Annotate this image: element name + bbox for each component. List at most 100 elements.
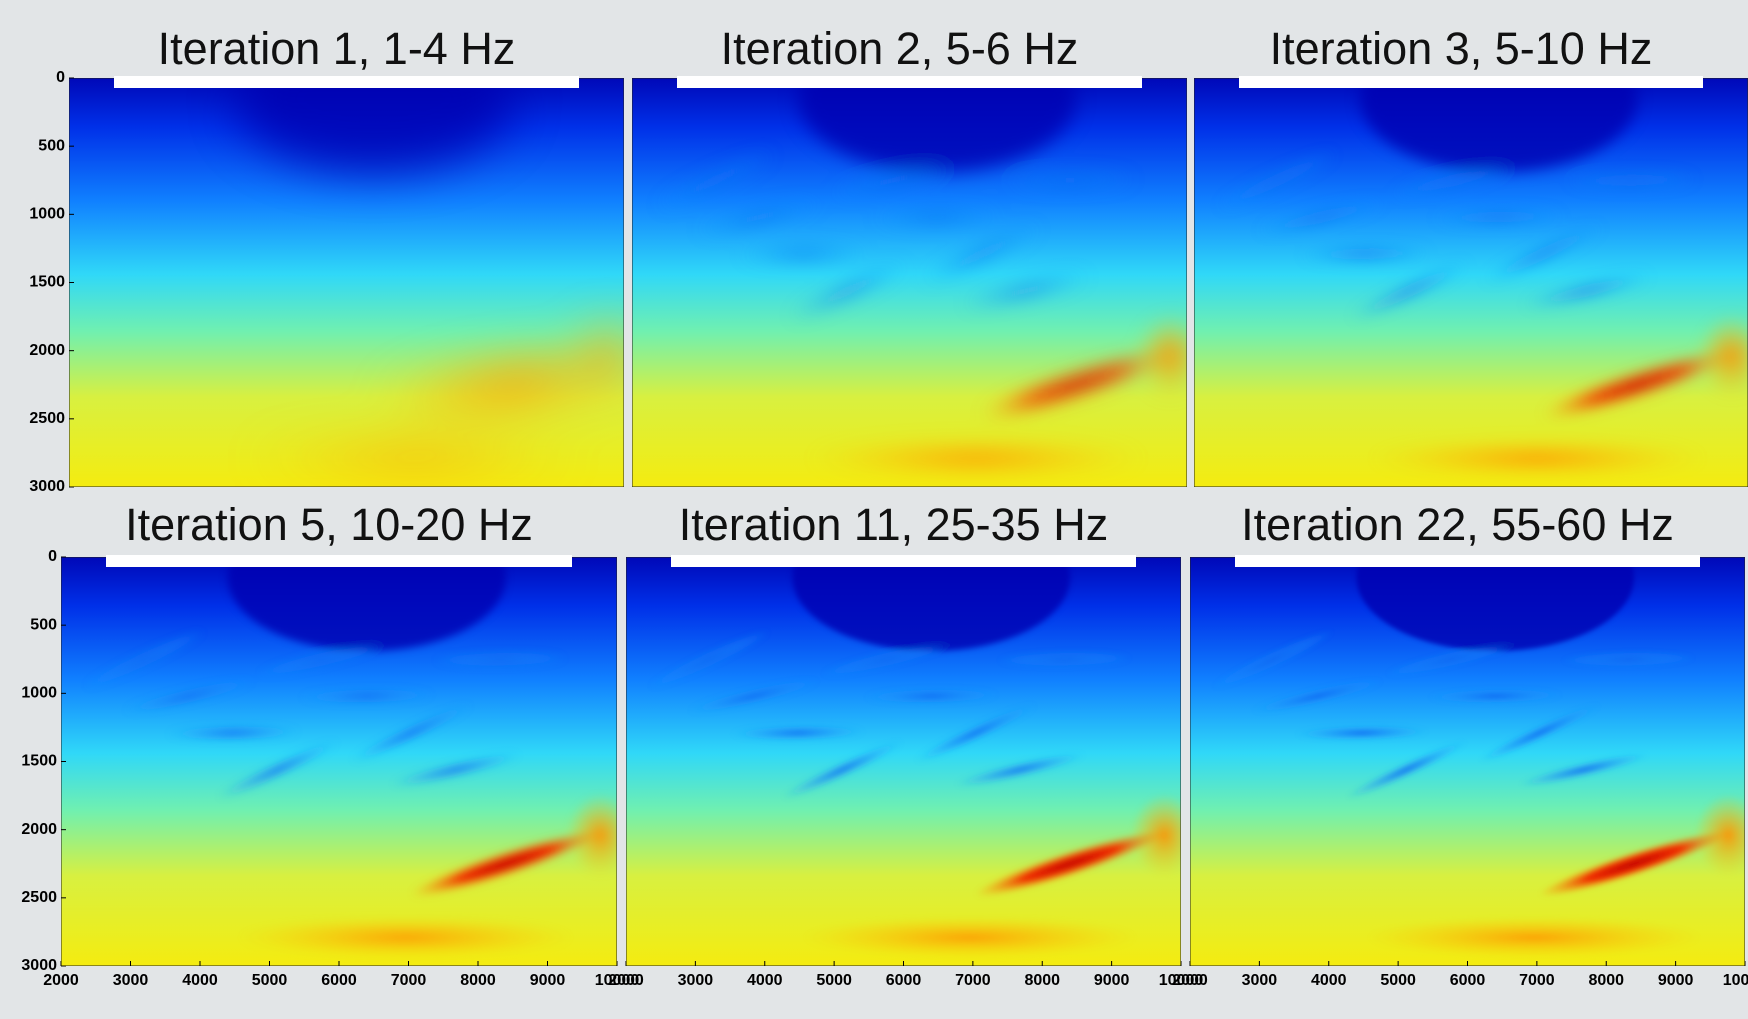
y-tick-label: 3000: [29, 478, 65, 495]
heatmap-feature: [227, 557, 506, 652]
heatmap-feature: [1349, 261, 1471, 320]
heatmap-feature: [1212, 630, 1334, 689]
heatmap-feature: [1356, 557, 1634, 652]
x-tick-label: 3000: [678, 972, 714, 989]
heatmap-feature: [821, 642, 952, 676]
heatmap-feature: [1367, 916, 1701, 958]
x-tick-label: 6000: [321, 972, 357, 989]
x-tick-label: 4000: [747, 972, 783, 989]
x-tick-label: 6000: [886, 972, 922, 989]
heatmap-feature: [166, 725, 301, 741]
heatmap-feature: [1360, 78, 1638, 173]
heatmap-panel: [632, 78, 1187, 487]
heatmap-feature: [827, 163, 958, 197]
y-tick-label: 2000: [21, 821, 57, 838]
heatmap-feature: [1385, 642, 1516, 676]
heatmap-feature: [1432, 209, 1566, 225]
heatmap-feature: [235, 78, 513, 173]
heatmap-feature: [980, 351, 1172, 418]
heatmap-feature: [809, 437, 1143, 479]
heatmap-feature: [1295, 725, 1429, 741]
x-tick-label: 7000: [391, 972, 427, 989]
y-tick-label: 0: [48, 548, 57, 565]
heatmap-feature: [792, 557, 1070, 652]
y-tick-label: 500: [30, 616, 57, 633]
title-strip: [671, 555, 1136, 567]
heatmap-feature: [1428, 688, 1562, 704]
heatmap-texture: [235, 78, 624, 479]
heatmap-feature: [955, 753, 1085, 787]
heatmap-texture: [1216, 78, 1748, 479]
heatmap-feature: [788, 261, 909, 320]
heatmap-texture: [83, 557, 617, 958]
title-strip: [1235, 555, 1700, 567]
x-tick-label: 9000: [530, 972, 566, 989]
x-tick-label: 2000: [608, 972, 644, 989]
heatmap-feature: [803, 916, 1137, 958]
x-tick-label: 5000: [816, 972, 852, 989]
heatmap-feature: [1299, 246, 1433, 262]
y-tick-label: 1000: [29, 206, 65, 223]
heatmap-feature: [961, 274, 1091, 308]
heatmap-feature: [1371, 437, 1704, 479]
y-tick-label: 1500: [29, 274, 65, 291]
title-strip: [1239, 76, 1703, 88]
y-tick-label: 0: [56, 69, 65, 86]
x-tick-label: 3000: [113, 972, 149, 989]
x-tick-label: 2000: [43, 972, 79, 989]
heatmap-feature: [123, 679, 254, 713]
heatmap-feature: [1003, 172, 1138, 188]
x-tick-label: 5000: [1380, 972, 1416, 989]
heatmap-panel: [1190, 557, 1745, 966]
heatmap-feature: [1479, 703, 1601, 762]
heatmap-feature: [217, 740, 339, 799]
heatmap-feature: [300, 688, 434, 704]
heatmap-feature: [1519, 753, 1649, 787]
y-tick-label: 2500: [29, 410, 65, 427]
heatmap-feature: [1538, 830, 1730, 897]
x-tick-label: 4000: [182, 972, 218, 989]
heatmap-panel: [69, 78, 624, 487]
heatmap-feature: [737, 246, 871, 262]
x-tick-label: 4000: [1311, 972, 1347, 989]
panel-title: Iteration 5, 10-20 Hz: [125, 499, 533, 550]
x-tick-label: 2000: [1172, 972, 1208, 989]
x-tick-label: 10000: [595, 972, 640, 989]
x-tick-label: 9000: [1094, 972, 1130, 989]
heatmap-texture: [648, 557, 1181, 958]
heatmap-feature: [731, 725, 865, 741]
heatmap-feature: [375, 347, 624, 423]
x-tick-label: 10000: [1159, 972, 1204, 989]
heatmap-feature: [798, 78, 1076, 173]
heatmap-texture: [654, 78, 1187, 479]
heatmap-panel: [626, 557, 1181, 966]
heatmap-feature: [238, 916, 573, 958]
heatmap-feature: [1561, 651, 1696, 667]
heatmap-feature: [997, 651, 1132, 667]
panel-title: Iteration 22, 55-60 Hz: [1241, 499, 1674, 550]
heatmap-feature: [257, 642, 388, 676]
heatmap-feature: [1542, 351, 1733, 418]
y-tick-label: 500: [38, 137, 65, 154]
panel-title: Iteration 1, 1-4 Hz: [158, 23, 516, 74]
heatmap-texture: [1212, 557, 1745, 958]
x-tick-label: 8000: [1588, 972, 1624, 989]
heatmap-feature: [974, 830, 1166, 897]
heatmap-feature: [246, 437, 580, 479]
heatmap-feature: [1256, 200, 1387, 234]
heatmap-feature: [1389, 163, 1520, 197]
y-tick-label: 3000: [21, 957, 57, 974]
heatmap-feature: [1216, 151, 1338, 210]
title-strip: [106, 555, 572, 567]
title-strip: [114, 76, 579, 88]
y-tick-label: 1500: [21, 753, 57, 770]
heatmap-panel: [1194, 78, 1748, 487]
heatmap-feature: [433, 651, 567, 667]
heatmap-feature: [1346, 740, 1467, 799]
heatmap-feature: [654, 151, 776, 210]
x-tick-label: 8000: [1024, 972, 1060, 989]
heatmap-feature: [1482, 224, 1604, 283]
title-strip: [677, 76, 1142, 88]
